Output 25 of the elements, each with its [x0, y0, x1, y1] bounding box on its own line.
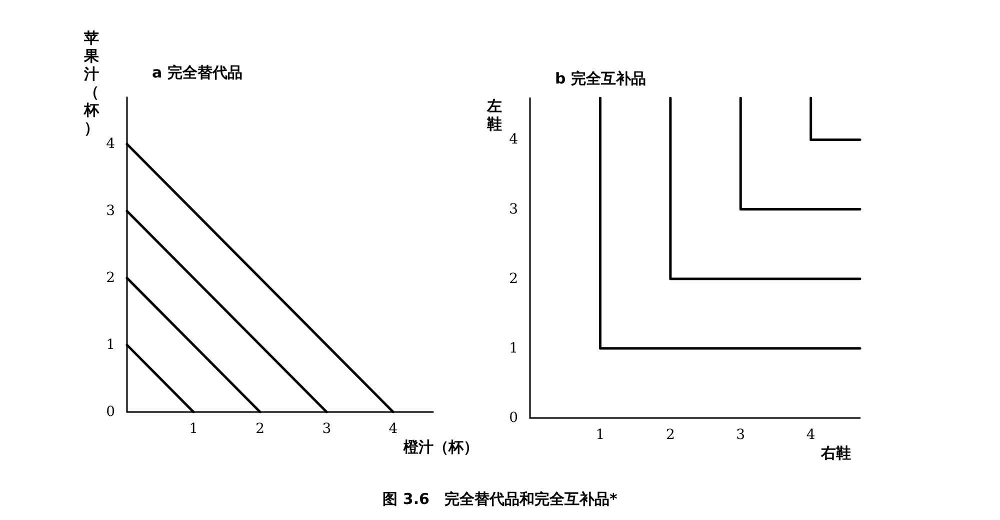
y-tick-label: 1: [509, 340, 518, 356]
y-tick-label: 2: [106, 270, 115, 286]
y-tick-label: 4: [106, 136, 116, 152]
x-tick-label: 2: [256, 421, 265, 437]
x-tick-label: 4: [388, 421, 398, 437]
x-tick-label: 1: [189, 421, 198, 437]
chart-title: b 完全互补品: [555, 70, 646, 88]
y-tick-label: 3: [509, 201, 518, 218]
x-tick-label: 1: [596, 427, 605, 443]
caption: 图 3.6 完全替代品和完全互补品*: [382, 490, 618, 509]
x-tick-label: 3: [322, 421, 332, 437]
x-tick-label: 4: [806, 427, 816, 443]
y-tick-label: 3: [106, 203, 115, 220]
y-tick-label: 4: [509, 132, 518, 148]
y-tick-label: 1: [106, 337, 115, 354]
x-tick-label: 2: [666, 427, 675, 443]
y-tick-label: 0: [509, 410, 518, 426]
x-axis-title: 橙汁（杯）: [402, 438, 479, 456]
x-tick-label: 3: [736, 427, 746, 443]
y-tick-label: 2: [509, 270, 518, 287]
x-axis-title: 右鞋: [820, 444, 852, 462]
y-tick-label: 0: [106, 404, 115, 420]
chart-title: a 完全替代品: [152, 64, 242, 82]
y-axis-title: 左鞋: [486, 96, 502, 133]
y-axis-title: 苹果汁（杯）: [83, 29, 100, 138]
